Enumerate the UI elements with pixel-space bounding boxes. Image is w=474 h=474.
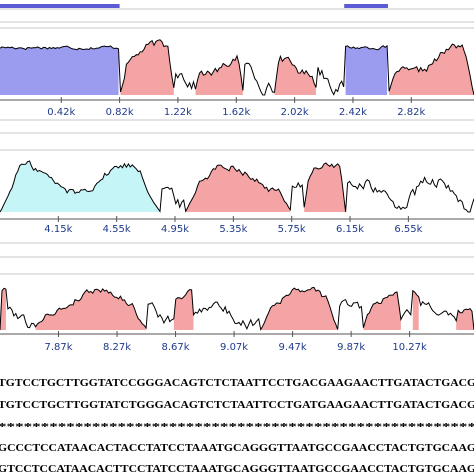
unconserved_region-region	[35, 288, 147, 330]
x-tick-label: 0.82k	[106, 107, 134, 118]
x-tick-label: 9.07k	[220, 342, 248, 353]
x-tick-label: 2.02k	[281, 107, 309, 118]
unconserved_region-region	[304, 163, 346, 212]
x-tick-label: 0.42k	[47, 107, 75, 118]
unconserved_region-region	[120, 39, 174, 95]
conservation-panels: 0.42k 0.82k 1.22k 1.62k 2.02k 2.42k 2.82k 4.15k…	[0, 4, 474, 353]
conservation-curve	[0, 286, 474, 331]
unconserved_region-region	[389, 44, 474, 95]
exon-region	[345, 45, 388, 95]
x-tick-label: 9.87k	[337, 342, 365, 353]
x-tick-label: 4.15k	[44, 224, 72, 235]
alignment-line: GCCCTCCATAACACTACCTATCCTAAATGCAGGGTTAATG…	[0, 443, 474, 454]
alignment-line: GTCCTCCATAACACTTCCTATCCTAAATGCAGGGTTAATG…	[0, 464, 474, 474]
conservation-curve	[0, 160, 474, 213]
panel-1: 0.42k 0.82k 1.22k 1.62k 2.02k 2.42k 2.82k	[0, 4, 474, 121]
alignment-line: TGTCCTGCTTGGTATCTGGGACAGTCTCTAATTCCTGATG…	[0, 400, 474, 411]
x-tick-label: 1.62k	[222, 107, 250, 118]
gene-bar	[0, 4, 120, 8]
x-tick-label: 8.27k	[103, 342, 131, 353]
unconserved_region-region	[260, 287, 338, 330]
x-tick-label: 10.27k	[392, 342, 427, 353]
x-tick-label: 6.15k	[336, 224, 364, 235]
alignment-line: TGTCCTGCTTGGTATCCGGGACAGTCTCTAATTCCTGACG…	[0, 378, 474, 389]
x-tick-label: 2.82k	[397, 107, 425, 118]
unconserved_region-region	[412, 290, 419, 330]
x-tick-label: 6.55k	[394, 224, 422, 235]
unconserved_region-region	[195, 55, 243, 95]
x-tick-label: 1.22k	[164, 107, 192, 118]
panel-2: 4.15k 4.55k 4.95k 5.35k 5.75k 6.15k 6.55k	[0, 132, 474, 244]
x-tick-label: 4.55k	[103, 224, 131, 235]
unconserved_region-region	[274, 56, 316, 95]
unconserved_region-region	[363, 292, 401, 330]
unconserved_region-region	[185, 165, 291, 212]
x-tick-label: 5.35k	[219, 224, 247, 235]
conservation-curve	[0, 39, 474, 96]
sequence-alignment: TGTCCTGCTTGGTATCCGGGACAGTCTCTAATTCCTGACG…	[0, 378, 474, 474]
panel-3: 7.87k 8.27k 8.67k 9.07k 9.47k 9.87k 10.27k	[0, 256, 474, 353]
x-tick-label: 2.42k	[339, 107, 367, 118]
exon-region	[0, 45, 119, 95]
x-tick-label: 7.87k	[44, 342, 72, 353]
x-tick-label: 9.47k	[279, 342, 307, 353]
utr-region	[0, 161, 160, 212]
unconserved_region-region	[456, 308, 474, 330]
alignment-line: ****************************************…	[0, 422, 474, 433]
unconserved_region-region	[173, 289, 194, 330]
x-tick-label: 4.95k	[161, 224, 189, 235]
unconserved_region-region	[0, 288, 6, 330]
x-tick-label: 8.67k	[162, 342, 190, 353]
gene-bar	[344, 4, 388, 8]
x-tick-label: 5.75k	[278, 224, 306, 235]
